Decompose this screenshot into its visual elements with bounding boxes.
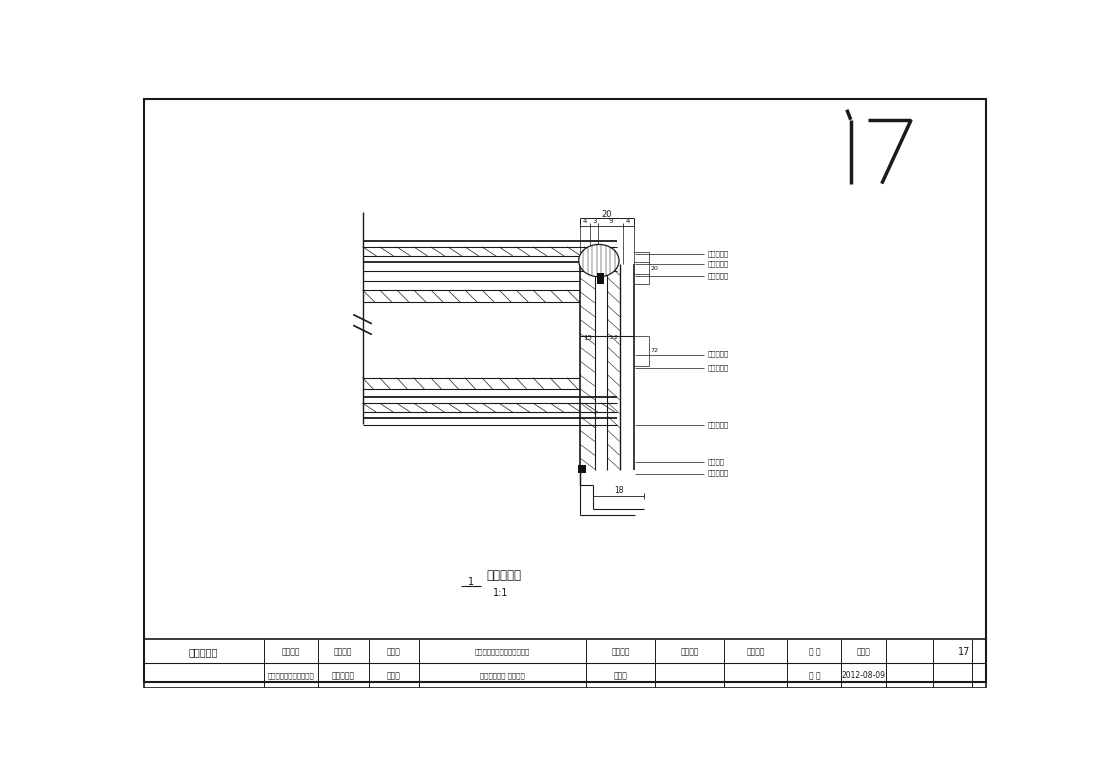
Text: 中联队清真投资有限责任公司: 中联队清真投资有限责任公司 — [474, 649, 530, 655]
Bar — [596, 273, 604, 284]
Text: 1:1: 1:1 — [493, 588, 508, 598]
Text: 3: 3 — [592, 217, 596, 223]
Text: 章笔名: 章笔名 — [614, 671, 627, 680]
Text: 业务员名: 业务员名 — [612, 647, 630, 656]
Text: 日 期: 日 期 — [809, 647, 820, 656]
Text: 17: 17 — [958, 647, 970, 657]
Text: 4: 4 — [626, 217, 630, 223]
Text: 基础铝板: 基础铝板 — [707, 458, 724, 465]
Text: 9: 9 — [608, 217, 613, 223]
Text: 1: 1 — [468, 577, 474, 587]
Text: 星河湾集团: 星河湾集团 — [188, 647, 218, 657]
Text: 72: 72 — [651, 348, 659, 353]
Bar — [577, 465, 585, 473]
Text: 编图负责: 编图负责 — [680, 647, 699, 656]
Text: 节点大样图: 节点大样图 — [486, 569, 521, 582]
Text: 图文号: 图文号 — [387, 647, 400, 656]
Text: 太原星河湾酒吧室内装修: 太原星河湾酒吧室内装修 — [268, 673, 314, 679]
Text: 2012-08-09: 2012-08-09 — [841, 671, 885, 680]
Text: 审图负责人: 审图负责人 — [332, 671, 355, 680]
Text: 石油光工率: 石油光工率 — [707, 364, 728, 371]
Text: 基础水泥面: 基础水泥面 — [707, 350, 728, 357]
Text: 未确定: 未确定 — [387, 671, 400, 680]
Text: 星河湾红酒吧 施工图纸: 星河湾红酒吧 施工图纸 — [479, 673, 525, 679]
Text: 基础水泥线: 基础水泥线 — [707, 261, 728, 267]
Text: 18: 18 — [614, 485, 624, 495]
Text: 工程项目: 工程项目 — [282, 647, 301, 656]
Text: 描图负责: 描图负责 — [746, 647, 765, 656]
Text: 资料名称: 资料名称 — [334, 647, 353, 656]
Text: 20: 20 — [651, 266, 659, 271]
Text: 基础水泥面: 基础水泥面 — [707, 470, 728, 476]
Text: 石油光工率: 石油光工率 — [707, 272, 728, 278]
Bar — [144, 639, 985, 688]
Text: 20: 20 — [602, 210, 612, 219]
Ellipse shape — [579, 244, 619, 277]
Circle shape — [461, 576, 482, 595]
Text: 日 期: 日 期 — [809, 671, 820, 680]
Text: 4: 4 — [583, 217, 587, 223]
Text: 基础水泥面: 基础水泥面 — [707, 250, 728, 257]
Text: 基础水泥线: 基础水泥线 — [707, 421, 728, 428]
Text: 15: 15 — [583, 335, 592, 341]
Text: 3.2: 3.2 — [608, 335, 618, 340]
Text: 图次图: 图次图 — [856, 647, 871, 656]
